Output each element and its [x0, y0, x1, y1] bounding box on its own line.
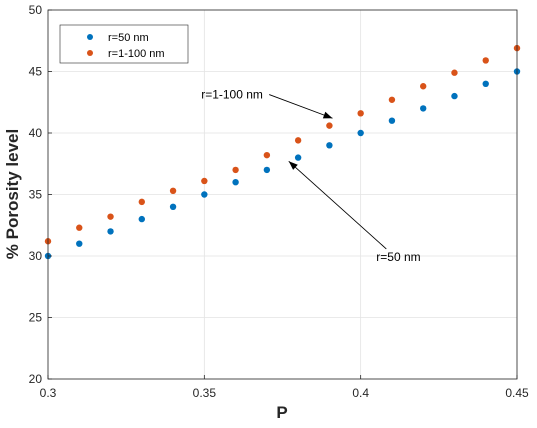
data-point	[326, 122, 333, 129]
y-tick-label: 45	[29, 65, 43, 79]
x-tick-label: 0.45	[505, 386, 529, 400]
data-point	[232, 179, 239, 186]
x-tick-label: 0.4	[352, 386, 369, 400]
x-tick-label: 0.35	[193, 386, 217, 400]
x-axis-label: P	[276, 403, 287, 422]
data-point	[232, 166, 239, 174]
data-point	[451, 69, 458, 76]
y-tick-label: 20	[29, 372, 43, 386]
data-point	[420, 83, 427, 90]
annotation-arrowhead	[288, 161, 298, 170]
y-tick-label: 40	[29, 126, 43, 140]
y-tick-label: 50	[29, 3, 43, 17]
y-tick-label: 35	[29, 188, 43, 202]
data-point	[201, 191, 208, 198]
data-point	[169, 203, 177, 210]
data-point	[294, 137, 302, 144]
data-point	[420, 105, 427, 112]
annotation-0: r=1-100 nm	[201, 88, 333, 119]
data-point	[263, 151, 271, 159]
annotation-arrow	[269, 94, 333, 119]
annotation-label: r=1-100 nm	[201, 88, 263, 102]
series-layer	[44, 44, 521, 260]
data-point	[138, 198, 145, 206]
data-point	[294, 154, 302, 161]
annotation-label: r=50 nm	[376, 250, 420, 264]
data-point	[201, 177, 208, 185]
data-point	[482, 80, 489, 88]
annotation-arrow	[288, 160, 387, 250]
annotations: r=1-100 nm r=50 nm	[201, 88, 420, 264]
annotation-arrowhead	[322, 111, 333, 119]
data-point	[451, 92, 458, 100]
data-point	[326, 142, 333, 149]
data-point	[357, 110, 364, 117]
annotation-1: r=50 nm	[288, 160, 421, 264]
series-0	[44, 68, 521, 260]
ticks: 0.3 0.35 0.4 0.45 20 25 30 35 40 45 50	[29, 3, 529, 400]
y-axis-label: % Porosity level	[3, 129, 22, 259]
legend: r=50 nm r=1-100 nm	[59, 24, 189, 64]
data-point	[138, 215, 145, 223]
data-point	[76, 224, 83, 231]
x-tick-label: 0.3	[40, 386, 57, 400]
legend-label-r1-100: r=1-100 nm	[108, 48, 165, 60]
data-point	[263, 166, 271, 174]
data-point	[107, 228, 114, 235]
data-point	[169, 187, 177, 195]
data-point	[388, 117, 396, 124]
legend-marker-r50	[87, 34, 93, 40]
data-point	[388, 96, 396, 103]
y-tick-label: 25	[29, 311, 43, 325]
data-point	[482, 57, 489, 64]
y-tick-label: 30	[29, 249, 43, 263]
data-point	[76, 240, 83, 247]
legend-box	[59, 24, 189, 64]
data-point	[107, 213, 114, 220]
legend-marker-r1-100	[87, 50, 93, 56]
data-point	[357, 129, 364, 137]
legend-label-r50: r=50 nm	[108, 32, 149, 44]
